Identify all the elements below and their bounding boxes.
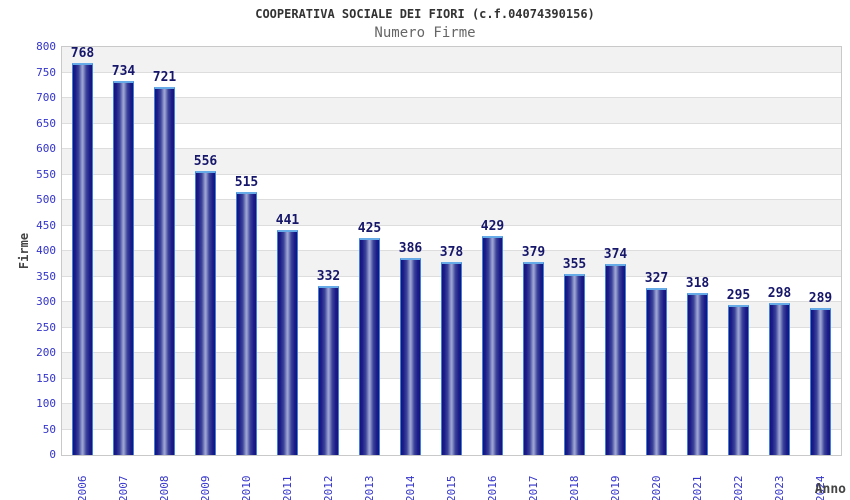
x-tick-label: 2022 [731,475,745,500]
y-tick-label: 800 [36,40,56,53]
x-tick-label: 2014 [403,475,417,500]
bar [318,285,339,455]
y-tick-label: 50 [42,422,56,436]
x-tick-label: 2007 [116,475,130,500]
chart-subtitle: Numero Firme [374,25,476,41]
x-tick-label: 2023 [772,475,786,500]
bar-value-label: 295 [726,287,751,303]
bar-value-label: 734 [111,63,136,79]
x-tick-label: 2011 [280,475,294,500]
x-tick-label: 2018 [567,475,581,500]
bar [769,303,790,455]
bar-value-label: 441 [275,213,300,229]
bar [113,80,134,455]
bar [359,238,380,455]
x-tick-label: 2013 [362,475,376,500]
x-tick-label: 2020 [649,475,663,500]
bar-value-label: 556 [193,154,218,170]
bar [441,262,462,455]
bar-value-label: 327 [644,271,669,287]
y-tick-label: 150 [36,371,56,385]
bar [605,264,626,455]
y-tick-label: 650 [36,116,56,130]
y-tick-label: 750 [36,65,56,79]
bar [687,292,708,455]
y-tick-label: 700 [36,91,56,104]
grid-band [62,72,841,98]
bar [236,192,257,455]
bar [810,307,831,455]
bar-value-label: 378 [439,245,464,261]
x-tick-label: 2019 [608,475,622,500]
bar-value-label: 355 [562,256,587,272]
y-tick-label: 200 [36,346,56,359]
bar-value-label: 768 [70,46,95,62]
y-tick-label: 300 [36,295,56,308]
bar [646,288,667,455]
x-tick-label: 2017 [526,475,540,500]
y-tick-label: 350 [36,269,56,283]
bar [523,261,544,455]
bar-value-label: 386 [398,241,423,257]
bar [482,236,503,455]
y-tick-label: 400 [36,244,56,257]
y-tick-label: 600 [36,142,56,155]
bar [154,87,175,455]
bar-value-label: 721 [152,70,177,86]
bar-value-label: 374 [603,247,628,263]
chart-title: COOPERATIVA SOCIALE DEI FIORI (c.f.04074… [255,7,595,21]
grid-band [62,174,841,200]
x-tick-label: 2015 [444,475,458,500]
x-tick-label: 2012 [321,475,335,500]
bar-value-label: 429 [480,219,505,235]
bar [564,273,585,455]
bar-value-label: 425 [357,221,382,237]
x-tick-label: 2016 [485,475,499,500]
grid-band [62,123,841,149]
x-tick-label: 2021 [690,475,704,500]
y-tick-label: 450 [36,218,56,232]
grid-band [62,225,841,251]
bar-value-label: 318 [685,275,710,291]
grid-band [62,149,841,175]
bar-value-label: 298 [767,286,792,302]
bar-value-label: 289 [808,290,833,306]
y-tick-label: 550 [36,167,56,181]
bar [400,258,421,455]
x-tick-label: 2006 [75,475,89,500]
y-tick-label: 500 [36,193,56,206]
x-tick-label: 2009 [198,475,212,500]
bar-value-label: 515 [234,175,259,191]
bar-value-label: 379 [521,244,546,260]
x-tick-label: 2008 [157,475,171,500]
plot-area: 768 734 721 556 515 441 332 425 386 378 429 379 355 3… [61,46,842,456]
bar [277,230,298,455]
y-tick-label: 250 [36,320,56,334]
x-tick-label: 2010 [239,475,253,500]
x-axis-title: Anno [814,482,846,497]
grid-band [62,200,841,226]
bar [72,63,93,455]
bar [728,304,749,455]
bar [195,171,216,455]
bar-value-label: 332 [316,268,341,284]
grid-band [62,98,841,124]
y-tick-label: 100 [36,397,56,410]
y-tick-label: 0 [49,448,56,461]
grid-band [62,47,841,73]
